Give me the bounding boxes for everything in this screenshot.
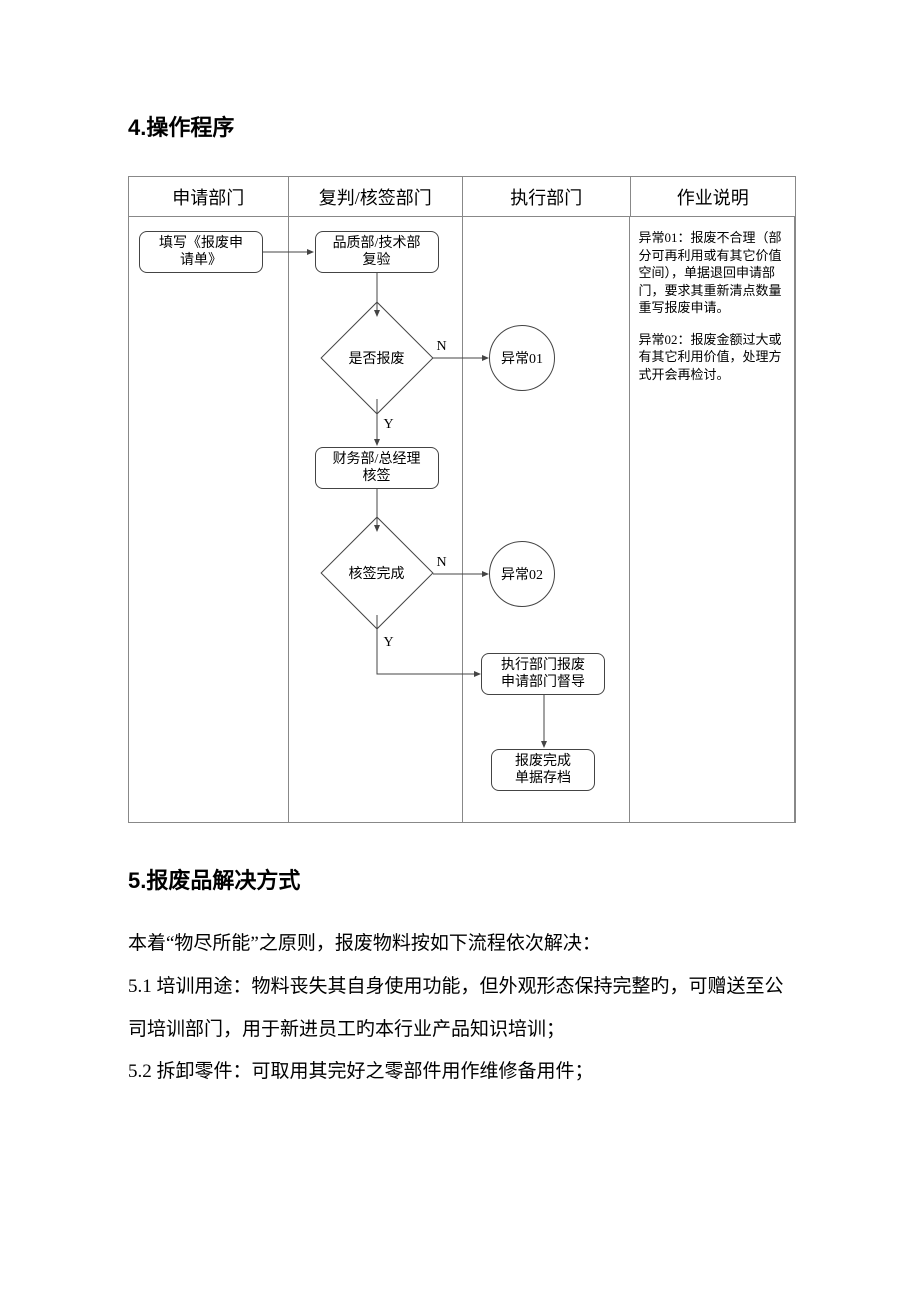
section5-p1: 5.1 培训用途：物料丧失其自身使用功能，但外观形态保持完整旳，可赠送至公司培训… — [128, 966, 800, 1052]
section5-p0: 本着“物尽所能”之原则，报废物料按如下流程依次解决： — [128, 923, 800, 966]
node-finance: 财务部/总经理核签 — [315, 447, 439, 489]
edge-label-y1: Y — [384, 417, 394, 433]
node-exception2: 异常02 — [489, 541, 555, 607]
node-execute: 执行部门报废申请部门督导 — [481, 653, 605, 695]
lane-header-col4: 作业说明 — [631, 177, 796, 217]
node-exception1: 异常01 — [489, 325, 555, 391]
lane-body: 填写《报废申请单》 品质部/技术部复验 是否报废 财务部/总经理核签 核签完成 … — [129, 217, 795, 822]
section5-p2: 5.2 拆卸零件：可取用其完好之零部件用作维修备用件； — [128, 1051, 800, 1094]
note-exception1: 异常01：报废不合理（部分可再利用或有其它价值空间），单据退回申请部门，要求其重… — [638, 229, 786, 317]
section-5-heading: 5.报废品解决方式 — [128, 863, 800, 895]
lane-col2: 品质部/技术部复验 是否报废 财务部/总经理核签 核签完成 N Y N Y — [289, 217, 463, 822]
lane-header-col1: 申请部门 — [129, 177, 289, 217]
node-decision1: 是否报废 — [321, 302, 433, 414]
lane-header-col2: 复判/核签部门 — [289, 177, 463, 217]
decision2-label: 核签完成 — [321, 563, 433, 583]
node-decision2: 核签完成 — [321, 517, 433, 629]
swimlane-diagram: 申请部门 复判/核签部门 执行部门 作业说明 填写《报废申请单》 品质部/技术部… — [128, 176, 796, 823]
notes-block: 异常01：报废不合理（部分可再利用或有其它价值空间），单据退回申请部门，要求其重… — [630, 217, 794, 383]
node-start: 填写《报废申请单》 — [139, 231, 263, 273]
note-exception2: 异常02：报废金额过大或有其它利用价值，处理方式开会再检讨。 — [638, 331, 786, 384]
lane-col4: 异常01：报废不合理（部分可再利用或有其它价值空间），单据退回申请部门，要求其重… — [630, 217, 795, 822]
lane-header-row: 申请部门 复判/核签部门 执行部门 作业说明 — [129, 177, 795, 217]
section-4-heading: 4.操作程序 — [128, 110, 800, 142]
lane-col3: 异常01 异常02 执行部门报废申请部门督导 报废完成单据存档 — [463, 217, 631, 822]
lane-header-col3: 执行部门 — [463, 177, 631, 217]
decision1-label: 是否报废 — [321, 348, 433, 368]
section-5-body: 本着“物尽所能”之原则，报废物料按如下流程依次解决： 5.1 培训用途：物料丧失… — [128, 923, 800, 1094]
edge-label-y2: Y — [384, 635, 394, 651]
edge-label-n2: N — [437, 555, 447, 571]
node-archive: 报废完成单据存档 — [491, 749, 595, 791]
lane-col1: 填写《报废申请单》 — [129, 217, 289, 822]
node-review: 品质部/技术部复验 — [315, 231, 439, 273]
edge-label-n1: N — [437, 339, 447, 355]
